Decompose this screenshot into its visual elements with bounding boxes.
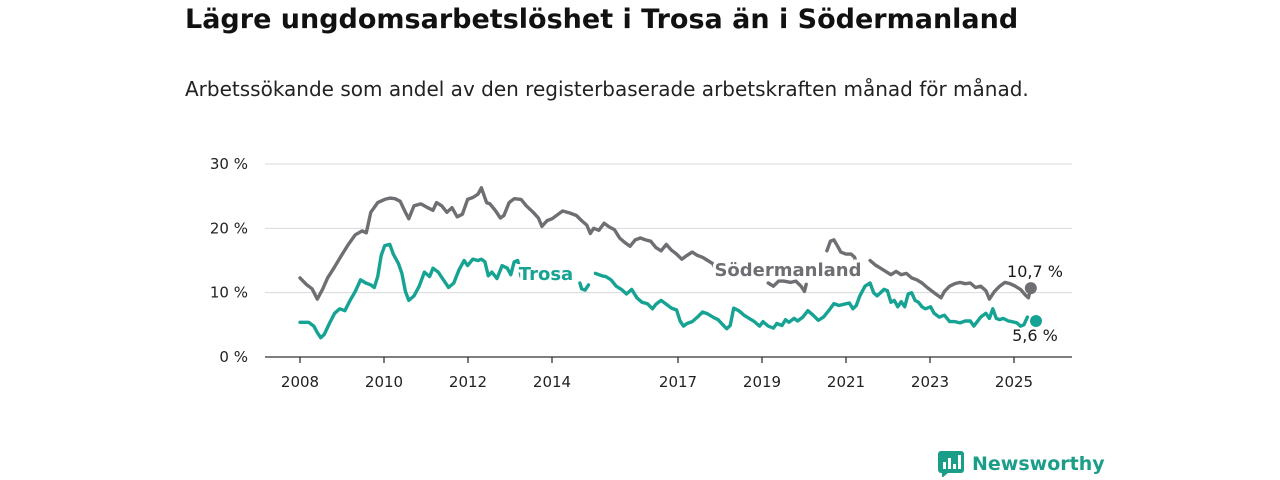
- grid-lines: [265, 163, 1072, 294]
- y-tick-label: 10 %: [210, 284, 248, 302]
- y-tick-label: 0 %: [219, 348, 248, 366]
- chart-title: Lägre ungdomsarbetslöshet i Trosa än i S…: [185, 4, 1019, 35]
- x-tick-label: 2019: [743, 373, 781, 391]
- y-tick-label: 20 %: [210, 219, 248, 237]
- sdermanland-end-point: [1024, 282, 1037, 295]
- labels-layer: Södermanland Trosa 10,7 % 5,6 %: [516, 257, 1063, 345]
- x-tick-label: 2023: [911, 373, 949, 391]
- x-tick-label: 2021: [827, 373, 865, 391]
- chart-subtitle: Arbetssökande som andel av den registerb…: [185, 77, 1029, 101]
- x-tick-label: 2025: [995, 373, 1033, 391]
- sodermanland-series-label: Södermanland: [714, 260, 861, 281]
- x-tick-label: 2010: [365, 373, 403, 391]
- sdermanland-line: [868, 258, 1033, 301]
- x-tick-label: 2008: [281, 373, 319, 391]
- brand-logo: Newsworthy: [938, 448, 1105, 480]
- x-tick-label: 2014: [533, 373, 571, 391]
- brand-name: Newsworthy: [972, 453, 1105, 475]
- x-tick-label: 2012: [449, 373, 487, 391]
- sdermanland-line: [298, 186, 734, 301]
- sdermanland-line: [825, 238, 858, 266]
- trosa-line: [578, 281, 591, 292]
- series-layer: [298, 186, 1042, 340]
- y-axis-ticks: 0 % 10 % 20 % 30 %: [210, 155, 248, 366]
- sodermanland-end-value: 10,7 %: [1007, 262, 1063, 281]
- trosa-line: [593, 271, 1030, 331]
- x-axis: 2008 2010 2012 2014 2017 2019 2021 2023 2025: [265, 356, 1072, 391]
- sdermanland-line: [766, 279, 808, 294]
- trosa-series-label: Trosa: [519, 264, 573, 285]
- newsworthy-logo-icon: [938, 451, 964, 477]
- trosa-line: [298, 242, 530, 340]
- y-tick-label: 30 %: [210, 155, 248, 173]
- trosa-end-value: 5,6 %: [1012, 326, 1058, 345]
- x-tick-label: 2017: [659, 373, 697, 391]
- trosa-end-point: [1030, 314, 1042, 327]
